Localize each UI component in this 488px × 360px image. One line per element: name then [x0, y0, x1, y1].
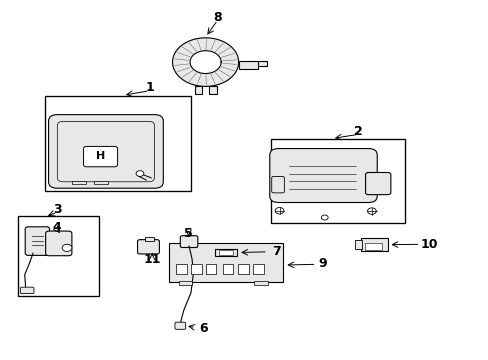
Text: 2: 2 [354, 125, 363, 138]
Bar [253, 264, 264, 274]
Polygon shape [190, 51, 221, 73]
Bar [219, 250, 232, 255]
Bar [144, 237, 153, 242]
FancyBboxPatch shape [269, 149, 376, 203]
Bar [169, 243, 283, 282]
Bar [271, 139, 404, 223]
FancyBboxPatch shape [20, 287, 34, 294]
Bar [361, 238, 387, 251]
FancyBboxPatch shape [271, 176, 284, 193]
Bar [222, 264, 233, 274]
FancyBboxPatch shape [180, 236, 198, 248]
FancyBboxPatch shape [365, 172, 390, 195]
Bar [195, 86, 202, 94]
FancyBboxPatch shape [45, 231, 72, 256]
Bar [191, 264, 201, 274]
Bar [45, 96, 191, 191]
Bar [179, 281, 192, 285]
Text: 6: 6 [199, 322, 207, 335]
Circle shape [275, 207, 284, 214]
Text: 8: 8 [213, 10, 222, 24]
FancyBboxPatch shape [48, 114, 163, 188]
Text: 9: 9 [317, 257, 326, 270]
Bar [354, 240, 361, 249]
FancyBboxPatch shape [175, 322, 185, 329]
Bar [215, 249, 237, 256]
FancyBboxPatch shape [83, 147, 117, 167]
Bar [238, 61, 258, 68]
Bar [258, 61, 266, 66]
Bar [19, 216, 99, 296]
Bar [209, 86, 216, 94]
Text: 3: 3 [53, 203, 61, 216]
Bar [176, 264, 187, 274]
Circle shape [321, 215, 327, 220]
Text: 10: 10 [420, 238, 437, 251]
FancyBboxPatch shape [137, 240, 159, 254]
Polygon shape [172, 38, 238, 86]
Text: 1: 1 [145, 81, 154, 94]
Text: H: H [96, 152, 105, 161]
Bar [238, 264, 248, 274]
Bar [94, 181, 108, 184]
Bar [365, 243, 381, 249]
Text: 5: 5 [184, 227, 193, 240]
Text: 11: 11 [143, 253, 161, 266]
Circle shape [62, 244, 72, 251]
Text: 4: 4 [53, 221, 61, 234]
Circle shape [136, 171, 143, 176]
Text: 7: 7 [271, 245, 280, 258]
FancyBboxPatch shape [25, 227, 49, 255]
Circle shape [367, 208, 375, 214]
Bar [205, 264, 216, 274]
Bar [254, 281, 267, 285]
Bar [72, 181, 86, 184]
